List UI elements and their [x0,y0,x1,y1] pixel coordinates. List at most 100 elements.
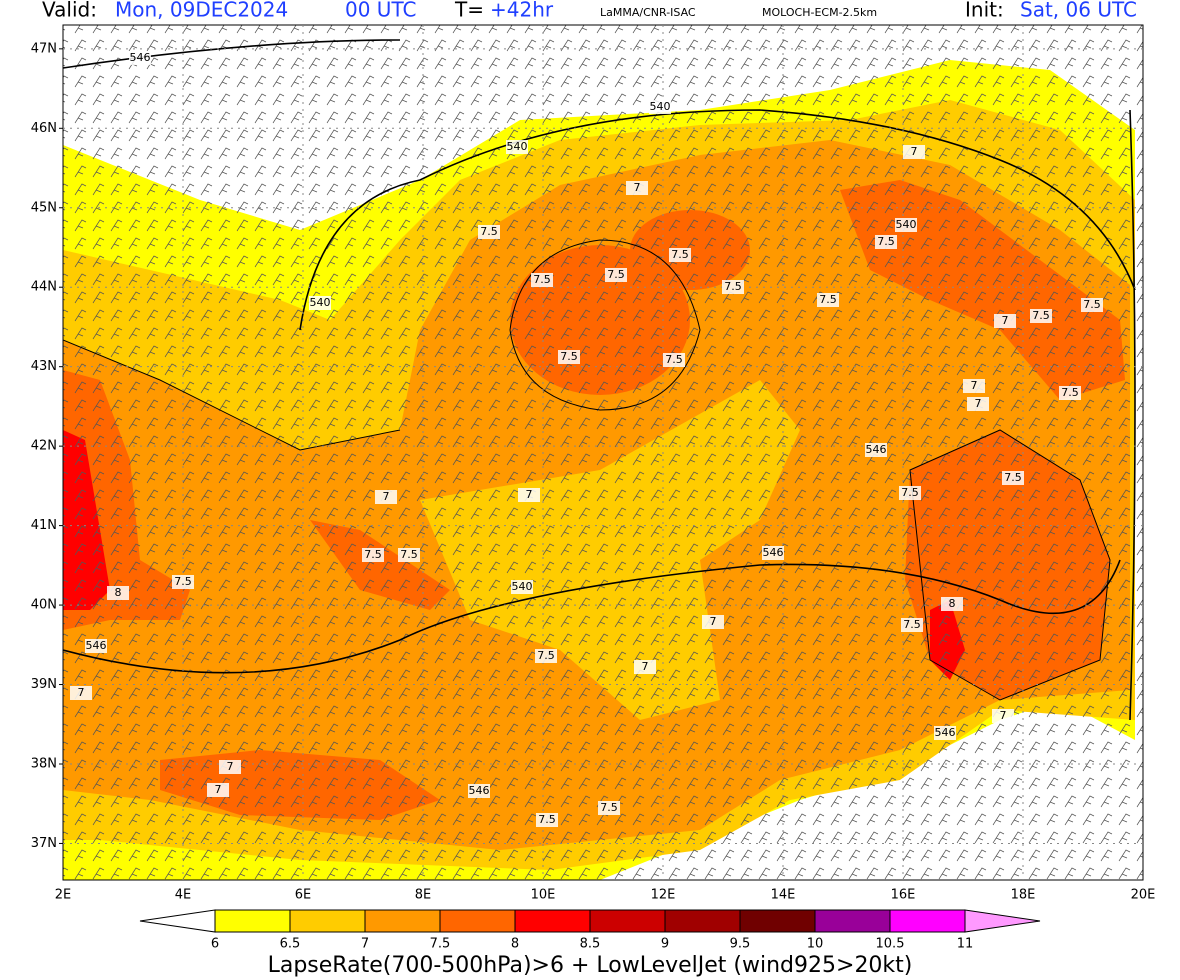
geopotential-contour [63,39,1136,721]
contour-label: 546 [935,726,956,739]
colorbar-label: 7 [361,937,369,952]
contour-label-box [941,597,963,611]
contour-label-box [963,379,985,393]
contour-label-box [994,314,1016,328]
contour-label: 7.5 [819,293,837,306]
contour-label-box [478,225,500,239]
valid-date: Mon, 09DEC2024 [115,0,288,22]
contour-label-box [967,397,989,411]
contour-label-box [1030,309,1052,323]
plot-frame [62,24,1144,881]
lon-label: 14E [771,888,796,903]
colorbar-label: 9.5 [730,937,751,952]
colorbar-label: 6 [211,937,219,952]
colorbar-label: 8.5 [580,937,601,952]
contour-label-box [309,296,331,310]
contour-label-box [762,546,784,560]
contour-label-box [669,248,691,262]
contour-label-box [934,726,956,740]
colorbar-label: 11 [957,937,974,952]
contour-label-box [865,443,887,457]
lat-label: 42N [31,439,57,454]
contour-label-box [518,488,540,502]
lon-label: 12E [651,888,676,903]
contour-label: 8 [949,597,956,610]
contour-label: 7 [78,686,85,699]
contour-label-box [535,649,557,663]
colorbar-label: 9 [661,937,669,952]
contour-label-box [375,490,397,504]
contour-label: 7.5 [877,235,895,248]
lon-label: 16E [891,888,916,903]
contour-label: 540 [512,580,533,593]
colorbar-bin [289,909,366,933]
contour-label: 7 [227,760,234,773]
contour-label-box [875,235,897,249]
lon-label: 2E [55,888,72,903]
colorbar-label: 6.5 [280,937,301,952]
lon-label: 10E [531,888,556,903]
valid-time: 00 UTC [345,0,416,22]
contour-label: 7 [1000,709,1007,722]
contour-label-box [649,100,671,114]
lon-label: 20E [1131,888,1156,903]
colorbar-label: 7.5 [430,937,451,952]
contour-label-box [531,273,553,287]
contour-label-box [901,618,923,632]
contour-label-box [899,486,921,500]
lon-label: 6E [295,888,312,903]
contour-label-box [1002,471,1024,485]
caption: LapseRate(700-500hPa)>6 + LowLevelJet (w… [268,953,913,978]
lat-label: 38N [31,756,57,771]
contour-label: 7.5 [174,575,192,588]
contour-label: 7.5 [538,813,556,826]
contour-label: 7 [911,145,918,158]
contour-label-box [107,586,129,600]
contour-label: 7 [526,488,533,501]
init-value: Sat, 06 UTC [1020,0,1137,22]
contour-label: 7 [710,615,717,628]
field [63,25,1143,880]
contour-label: 546 [469,784,490,797]
contour-label-box [598,801,620,815]
contour-label-box [634,660,656,674]
contour-label: 546 [866,443,887,456]
contour-label: 7.5 [607,268,625,281]
contour-label: 7.5 [1032,309,1050,322]
lat-label: 37N [31,836,57,851]
contour-label-box [702,615,724,629]
contour-label-box [895,218,917,232]
wind-barbs [63,25,1143,880]
contour-label-box [626,181,648,195]
t-value: +42hr [490,0,554,22]
contour-label: 8 [115,586,122,599]
contour-label: 7 [215,783,222,796]
contour-label-box [511,580,533,594]
colorbar-bin [589,909,666,933]
contour-label-box [172,575,194,589]
lat-label: 45N [31,200,57,215]
init-label: Init: [965,0,1004,22]
contour-label-box [817,293,839,307]
contour-label-box [468,784,490,798]
colorbar-bin [439,909,516,933]
contour-label-box [536,813,558,827]
contour-label-box [605,268,627,282]
contour-label: 7.5 [537,649,555,662]
lat-label: 47N [31,41,57,56]
t-label: T= [454,0,484,22]
colorbar-bin [664,909,741,933]
contour-label: 7 [634,181,641,194]
contour-label: 7.5 [724,280,742,293]
contour-label-box [362,548,384,562]
contour-label-box [506,140,528,154]
contour-label: 540 [650,100,671,113]
contour-label: 7 [971,379,978,392]
contour-label: 7.5 [671,248,689,261]
contour-label-box [219,760,241,774]
colorbar-label: 10.5 [876,937,905,952]
contour-label: 7.5 [600,801,618,814]
contour-label: 7.5 [560,350,578,363]
lat-label: 41N [31,518,57,533]
